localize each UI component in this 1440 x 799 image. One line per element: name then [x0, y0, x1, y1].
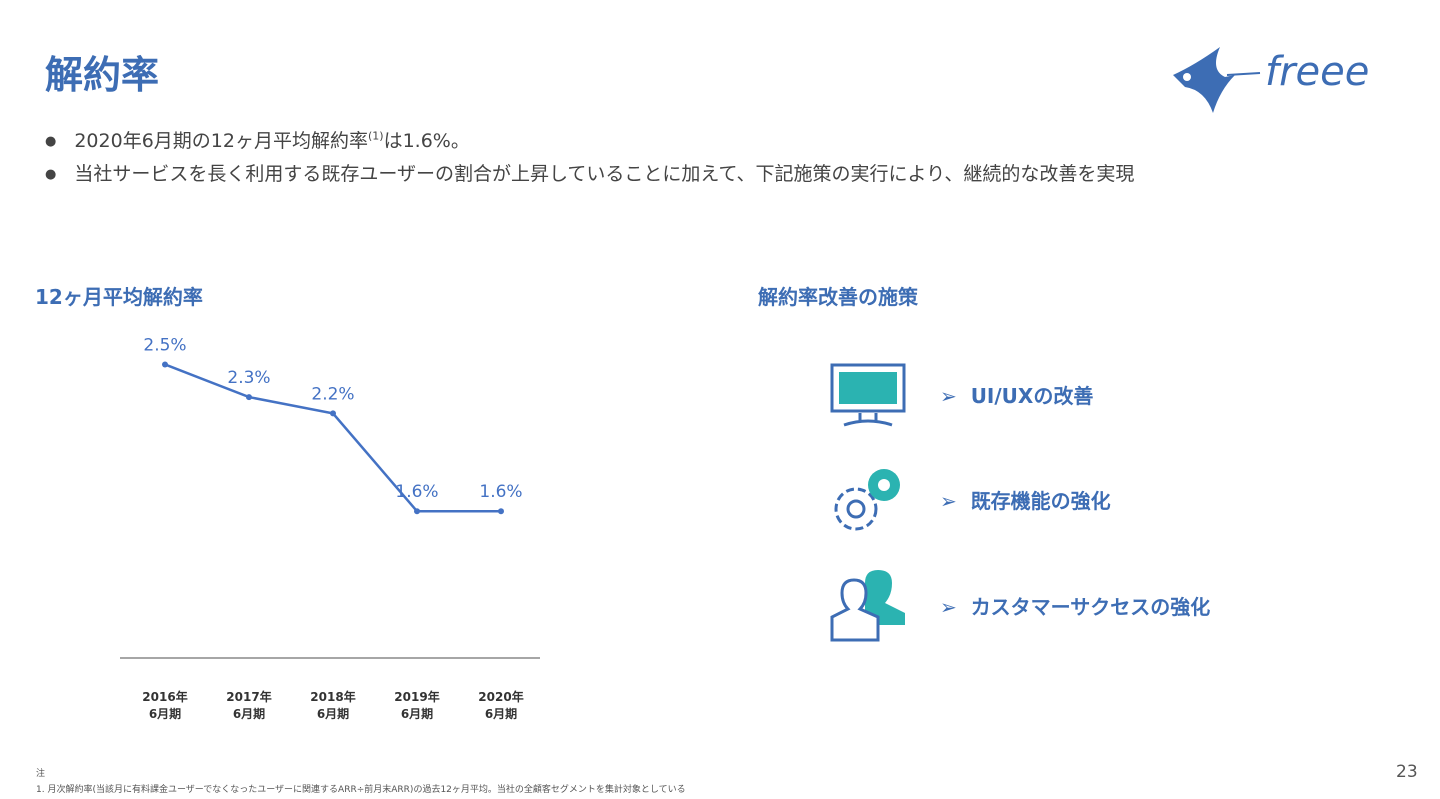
logo-text: freee: [1265, 49, 1369, 95]
chart: 2.5% 2.3% 2.2% 1.6% 1.6%: [120, 335, 540, 659]
x-tick-label: 2018年 6月期: [310, 690, 356, 721]
measure-item: ➢ カスタマーサクセスの強化: [940, 595, 1211, 619]
gear-hub: [878, 479, 890, 491]
bullet: 当社サービスを長く利用する既存ユーザーの割合が上昇していることに加えて、下記施策…: [45, 159, 1134, 186]
slide-title: 解約率: [45, 53, 160, 97]
measure-item: ➢ UI/UXの改善: [940, 384, 1094, 408]
person: [830, 578, 880, 642]
x-tick-label: 2019年 6月期: [394, 690, 440, 721]
measure-text: カスタマーサクセスの強化: [970, 595, 1211, 619]
person: [865, 570, 905, 625]
data-label: 1.6%: [479, 482, 522, 502]
point: [330, 410, 336, 417]
x-tick-label: 2020年 6月期: [478, 690, 524, 721]
gear-hub: [846, 499, 866, 519]
footnote-label: 注: [36, 769, 46, 779]
bullet: 2020年6月期の12ヶ月平均解約率(1)は1.6%。: [45, 126, 470, 153]
bullet-text: 2020年6月期の12ヶ月平均解約率: [74, 130, 368, 152]
screen: [839, 372, 897, 404]
logo-bird: [1173, 47, 1235, 113]
icons: [830, 363, 906, 642]
point: [246, 394, 252, 401]
data-label: 2.3%: [227, 368, 270, 388]
bullet-text: は1.6%。: [383, 130, 470, 152]
section-title: 解約率改善の施策: [758, 285, 918, 309]
bullet-text: 当社サービスを長く利用する既存ユーザーの割合が上昇していることに加えて、下記施策…: [74, 163, 1135, 185]
x-tick-label: 2016年 6月期: [142, 690, 188, 721]
gear: [834, 487, 878, 531]
data-label: 2.2%: [311, 384, 354, 404]
data-label: 1.6%: [395, 482, 438, 502]
chart-title: 12ヶ月平均解約率: [35, 285, 203, 309]
logo-tail: [1226, 72, 1261, 76]
logo: freee: [1173, 47, 1369, 113]
data-label: 2.5%: [143, 335, 186, 355]
measure-text: UI/UXの改善: [970, 384, 1094, 408]
x-tick-label: 2017年 6月期: [226, 690, 272, 721]
point: [498, 508, 504, 515]
point: [162, 361, 168, 368]
superscript: (1): [367, 129, 384, 143]
footnote: 1. 月次解約率(当該月に有料課金ユーザーでなくなったユーザーに関連するARR÷…: [36, 785, 686, 795]
measure-item: ➢ 既存機能の強化: [940, 489, 1111, 513]
page-number: 23: [1396, 762, 1418, 782]
stand: [843, 413, 893, 427]
logo-eye: [1183, 73, 1191, 81]
measure-text: 既存機能の強化: [970, 489, 1111, 513]
point: [414, 508, 420, 515]
